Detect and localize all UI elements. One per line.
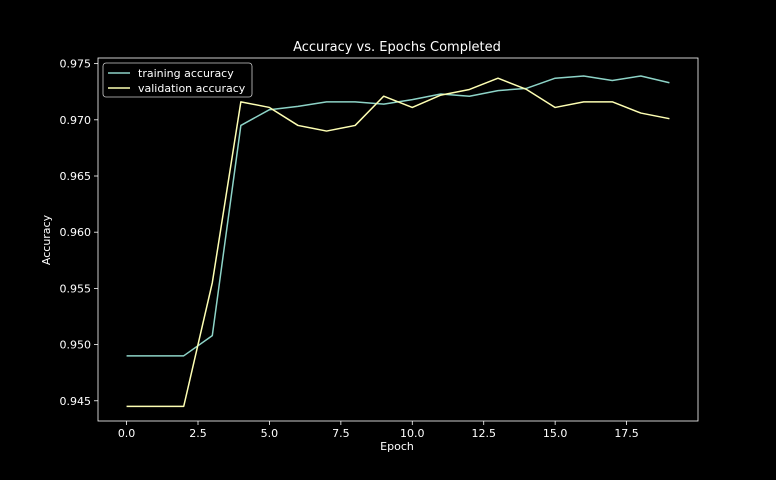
x-tick-label: 7.5 — [332, 427, 350, 440]
plot-area — [97, 57, 699, 422]
legend-box — [102, 62, 253, 98]
series-line-validation — [126, 77, 670, 408]
y-tick-label: 0.965 — [60, 170, 92, 183]
x-tick-label: 5.0 — [261, 427, 279, 440]
y-tick-label: 0.945 — [60, 395, 92, 408]
legend: training accuracy validation accuracy — [102, 62, 253, 98]
y-axis: 0.945 0.950 0.955 0.960 0.965 0.970 0.975 — [60, 58, 98, 408]
y-axis-label: Accuracy — [40, 214, 53, 265]
y-tick-label: 0.950 — [60, 339, 92, 352]
legend-label: training accuracy — [138, 67, 234, 80]
plot-frame — [97, 57, 699, 422]
y-tick-label: 0.960 — [60, 226, 92, 239]
x-tick-label: 17.5 — [614, 427, 639, 440]
chart-title: Accuracy vs. Epochs Completed — [293, 40, 501, 55]
x-tick-label: 12.5 — [471, 427, 496, 440]
series-line-training — [126, 75, 670, 357]
x-tick-label: 15.0 — [543, 427, 568, 440]
y-tick-label: 0.955 — [60, 282, 92, 295]
x-tick-label: 0.0 — [118, 427, 136, 440]
x-tick-label: 2.5 — [189, 427, 207, 440]
legend-label: validation accuracy — [138, 82, 246, 95]
x-tick-label: 10.0 — [400, 427, 425, 440]
x-axis-label: Epoch — [380, 440, 414, 453]
y-tick-label: 0.970 — [60, 114, 92, 127]
y-tick-label: 0.975 — [60, 58, 92, 71]
series-lines — [126, 75, 670, 408]
x-axis: 0.0 2.5 5.0 7.5 10.0 12.5 15.0 17.5 — [118, 421, 639, 440]
